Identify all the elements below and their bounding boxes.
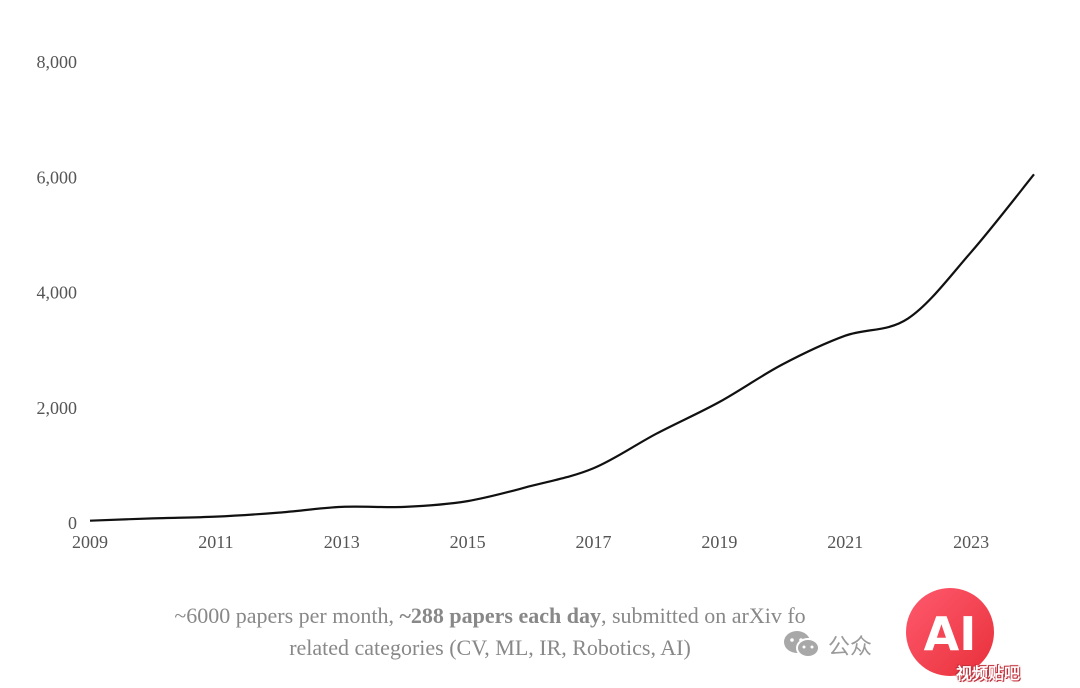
x-tick-label: 2009 — [72, 532, 108, 552]
wechat-watermark-text: 公众 — [828, 635, 873, 660]
series-line — [89, 173, 1035, 522]
y-tick-label: 4,000 — [37, 283, 78, 303]
caption-line1-after: , submitted on arXiv fo — [600, 603, 806, 628]
x-tick-label: 2011 — [198, 532, 233, 552]
wechat-icon — [784, 631, 820, 658]
x-tick-label: 2013 — [324, 532, 360, 552]
x-tick-label: 2019 — [701, 532, 737, 552]
caption-line1-bold: ~288 papers each day — [399, 603, 601, 628]
chart-caption: ~6000 papers per month, ~288 papers each… — [150, 600, 830, 664]
caption-line2: related categories (CV, ML, IR, Robotics… — [289, 635, 691, 660]
x-axis-ticks: 2009 2011 2013 2015 2017 2019 2021 2023 — [72, 532, 989, 552]
ai-logo-icon: AI — [906, 588, 994, 676]
y-tick-label: 2,000 — [37, 398, 78, 418]
y-axis-ticks: 0 2,000 4,000 6,000 8,000 — [37, 52, 78, 533]
x-tick-label: 2017 — [575, 532, 611, 552]
x-tick-label: 2015 — [450, 532, 486, 552]
x-tick-label: 2021 — [827, 532, 863, 552]
caption-line1-before: ~6000 papers per month, — [174, 603, 400, 628]
ai-logo-text: AI — [924, 607, 977, 661]
y-tick-label: 8,000 — [37, 52, 78, 72]
wechat-watermark: 公众 — [782, 628, 874, 662]
x-tick-label: 2023 — [953, 532, 989, 552]
ai-logo-subtext: 视频贴吧 — [956, 664, 1021, 683]
y-tick-label: 0 — [68, 513, 77, 533]
y-tick-label: 6,000 — [37, 167, 78, 187]
